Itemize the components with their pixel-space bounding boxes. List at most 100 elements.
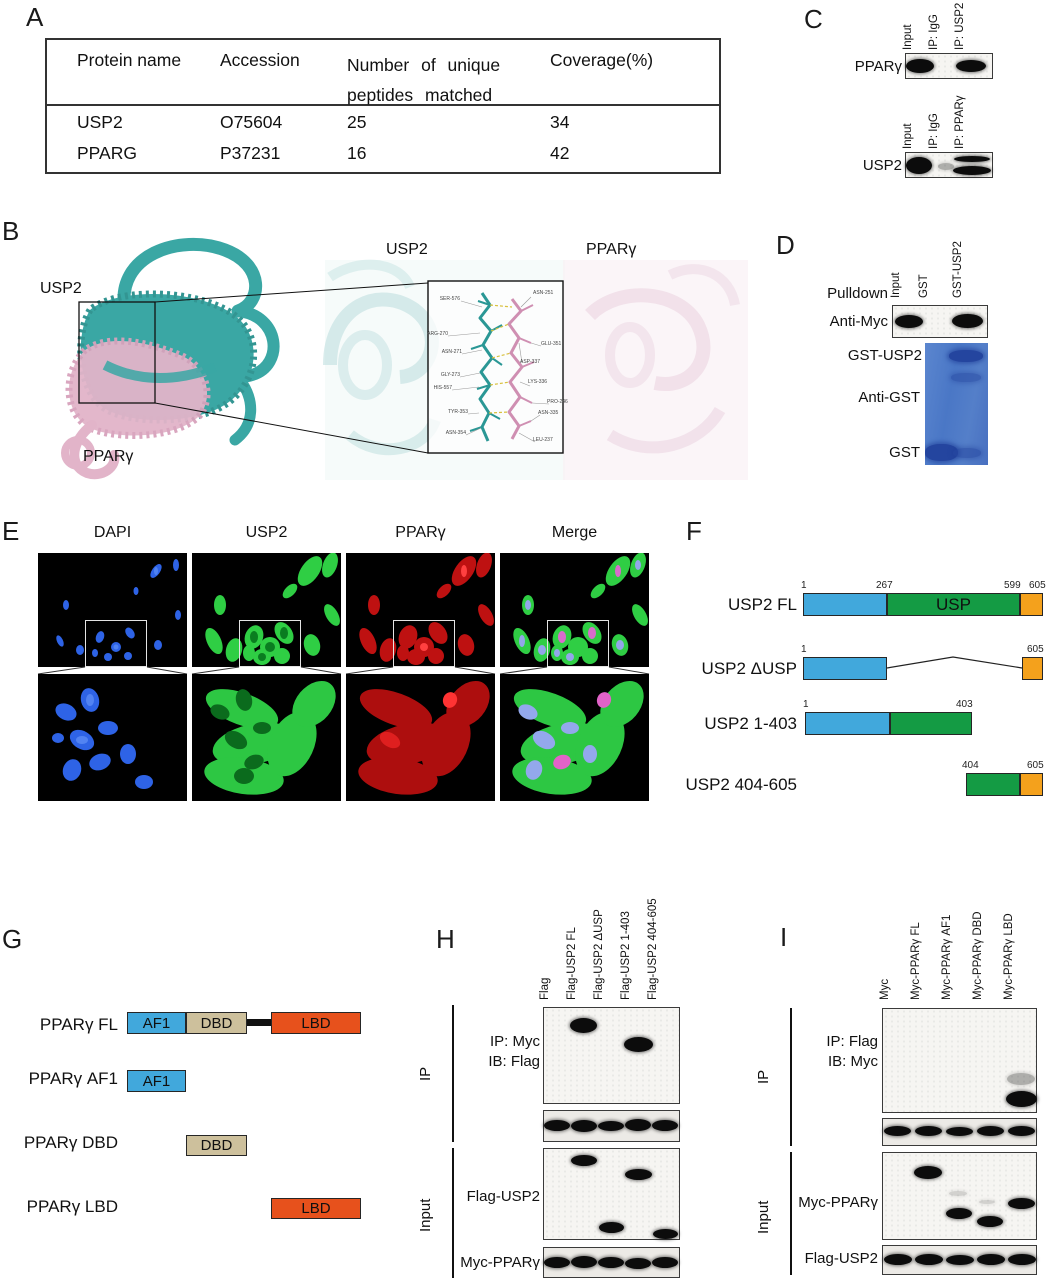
panel-d-label: D (776, 230, 795, 260)
residue-label: LYS-336 (528, 379, 548, 385)
domain-nterm (803, 657, 887, 680)
domain-af1: AF1 (127, 1012, 186, 1034)
pulldown-label: Pulldown (827, 285, 888, 302)
micrograph-usp2-zoom (192, 674, 341, 801)
cell: P37231 (220, 143, 281, 163)
aa-number: 605 (1027, 644, 1044, 655)
lane-label: GST (918, 274, 930, 298)
inset-box (393, 620, 455, 667)
construct-name: PPARγ AF1 (28, 1069, 118, 1088)
band (598, 1121, 624, 1131)
band (652, 1257, 678, 1268)
domain-nterm (805, 712, 890, 735)
domain-lbd: LBD (271, 1012, 361, 1034)
lane-label: Input (902, 123, 914, 149)
inset-box (239, 620, 301, 667)
residue-label: ASN-335 (538, 410, 559, 416)
domain-usp: USP (887, 593, 1020, 616)
band (570, 1018, 597, 1033)
construct-name: PPARγ DBD (23, 1133, 118, 1152)
ip-ib-label-line1: IP: Myc (489, 1033, 540, 1050)
construct-name: USP2 1-403 (704, 714, 797, 733)
band (906, 59, 934, 73)
lane-label: Input (890, 272, 902, 298)
band (946, 1127, 973, 1136)
anti-gst-label: Anti-GST (858, 389, 920, 406)
lane-label: Myc-PPARγ DBD (972, 911, 984, 1000)
band (625, 1169, 652, 1180)
column-header-pparg: PPARγ (395, 524, 446, 541)
construct-name: USP2 404-605 (685, 775, 797, 794)
band (977, 1254, 1005, 1265)
band (938, 163, 954, 170)
lane-label: Myc-PPARγ FL (910, 922, 922, 1000)
input-bracket-line (452, 1148, 454, 1278)
aa-number: 599 (1004, 580, 1021, 591)
cell: 25 (347, 112, 367, 132)
inset-pparg-label: PPARγ (586, 241, 637, 258)
band (915, 1254, 943, 1265)
construct-name: USP2 FL (728, 595, 797, 614)
column-header-usp2: USP2 (245, 524, 288, 541)
band (1006, 1091, 1037, 1107)
residue-label: ASN-271 (441, 349, 462, 355)
band (884, 1126, 911, 1136)
lane-label: Myc-PPARγ AF1 (941, 914, 953, 1000)
overview-usp2-label: USP2 (40, 280, 82, 297)
construct-name: USP2 ΔUSP (701, 659, 797, 678)
band (1008, 1126, 1035, 1136)
input-row-label: Myc-PPARγ (460, 1254, 540, 1271)
band (1008, 1198, 1035, 1209)
lane-label: Input (902, 24, 914, 50)
blot-target-label: USP2 (862, 157, 902, 174)
panel-b-label: B (2, 216, 20, 246)
western-blot (905, 53, 993, 79)
domain-cterm (1020, 593, 1043, 616)
gel-band (925, 444, 958, 461)
aa-number: 267 (876, 580, 893, 591)
aa-number: 404 (962, 760, 979, 771)
construct-name: PPARγ LBD (26, 1197, 118, 1216)
residue-label: LEU-237 (533, 437, 553, 443)
deletion-connector (887, 656, 1022, 669)
panel-e-label: E (2, 516, 20, 546)
domain-usp-partial (890, 712, 972, 735)
lane-label: Flag-USP2 1-403 (620, 911, 632, 1000)
residue-label: ASN-354 (445, 430, 466, 436)
gst-label: GST (889, 444, 920, 461)
cell: 42 (550, 143, 570, 163)
zoom-connector-lines (37, 666, 650, 675)
residue-label: ASP-337 (520, 359, 541, 365)
band (914, 1166, 942, 1179)
aa-number: 1 (803, 699, 809, 710)
ip-ib-label-line2: IB: Myc (827, 1053, 878, 1070)
western-blot-input (882, 1152, 1037, 1240)
residue-label: PRO-246 (547, 399, 568, 405)
micrograph-pparg (346, 553, 495, 667)
band (977, 1126, 1004, 1136)
band (946, 1255, 974, 1265)
band (571, 1120, 597, 1132)
inset-box (547, 620, 609, 667)
gst-usp2-label: GST-USP2 (847, 347, 922, 364)
band (571, 1155, 597, 1166)
lane-label: Flag (539, 977, 551, 1000)
lane-label: IP: USP2 (954, 2, 966, 50)
input-row-label: Myc-PPARγ (798, 1194, 878, 1211)
band (624, 1037, 653, 1052)
band (544, 1257, 570, 1268)
column-header-merge: Merge (551, 524, 598, 541)
band (906, 157, 932, 174)
domain-cterm (1022, 657, 1043, 680)
ip-bracket-label: IP (417, 1066, 434, 1081)
input-bracket-label: Input (417, 1198, 434, 1232)
protein-table: Protein name Accession Number of unique … (45, 38, 721, 174)
structure-illustration (61, 237, 748, 480)
ip-bracket-label: IP (755, 1069, 772, 1084)
column-header-dapi: DAPI (93, 524, 132, 541)
panel-a-label: A (26, 2, 44, 32)
residue-label: TYR-353 (447, 409, 468, 415)
domain-lbd: LBD (271, 1198, 361, 1219)
gel-band (953, 448, 981, 458)
